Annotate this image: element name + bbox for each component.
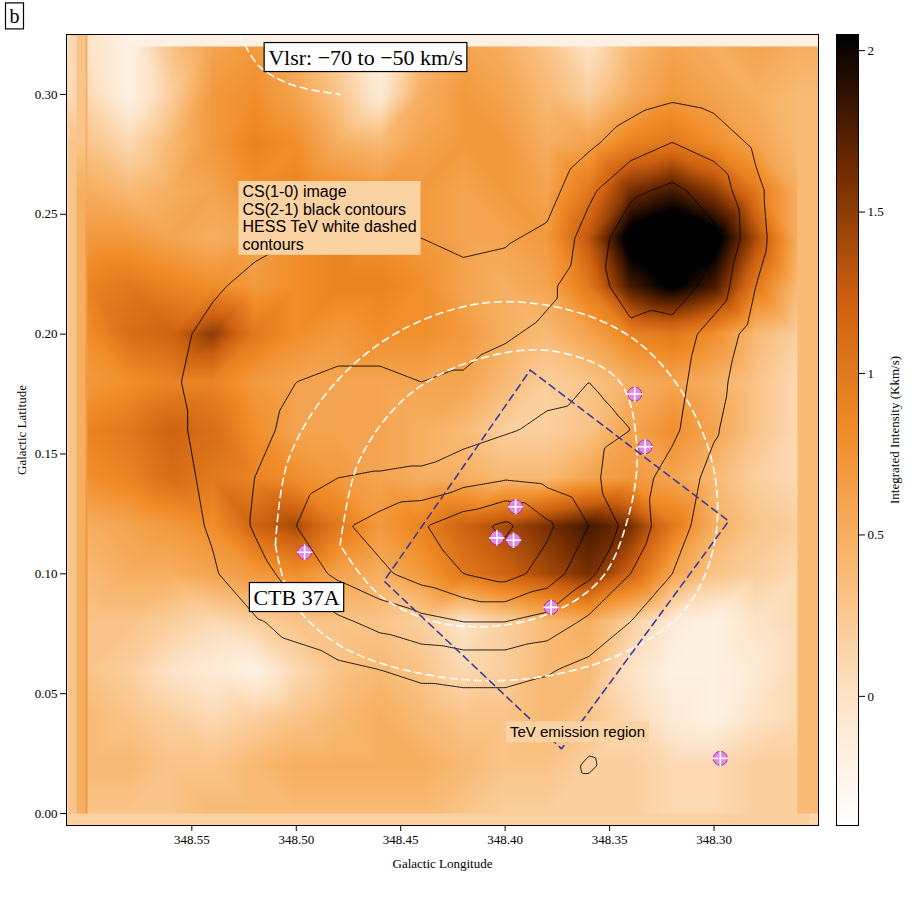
svg-text:1: 1 [868,366,875,381]
svg-text:0.10: 0.10 [35,566,58,581]
svg-text:0: 0 [868,689,875,704]
svg-text:CS(1-0) imageCS(2-1) black con: CS(1-0) imageCS(2-1) black contoursHESS … [243,183,417,253]
svg-text:1.5: 1.5 [868,204,884,219]
svg-text:0.00: 0.00 [35,806,58,821]
svg-text:Vlsr: −70 to −50 km/s: Vlsr: −70 to −50 km/s [268,45,463,70]
svg-text:Galactic Latitude: Galactic Latitude [14,385,29,475]
svg-text:348.55: 348.55 [174,832,210,847]
svg-text:Galactic Longitude: Galactic Longitude [393,856,493,871]
svg-text:0.20: 0.20 [35,326,58,341]
svg-text:348.50: 348.50 [278,832,314,847]
svg-text:0.25: 0.25 [35,206,58,221]
svg-text:0.30: 0.30 [35,87,58,102]
svg-text:2: 2 [868,43,875,58]
svg-text:TeV emission region: TeV emission region [510,723,645,740]
svg-text:348.30: 348.30 [696,832,732,847]
svg-text:Integrated Intensity (Kkm/s): Integrated Intensity (Kkm/s) [887,356,902,504]
svg-text:b: b [10,5,20,27]
svg-text:348.45: 348.45 [383,832,419,847]
svg-text:CTB 37A: CTB 37A [253,585,339,610]
svg-text:348.40: 348.40 [487,832,523,847]
svg-text:0.05: 0.05 [35,686,58,701]
svg-text:0.5: 0.5 [868,527,884,542]
svg-text:0.15: 0.15 [35,446,58,461]
svg-text:348.35: 348.35 [592,832,628,847]
